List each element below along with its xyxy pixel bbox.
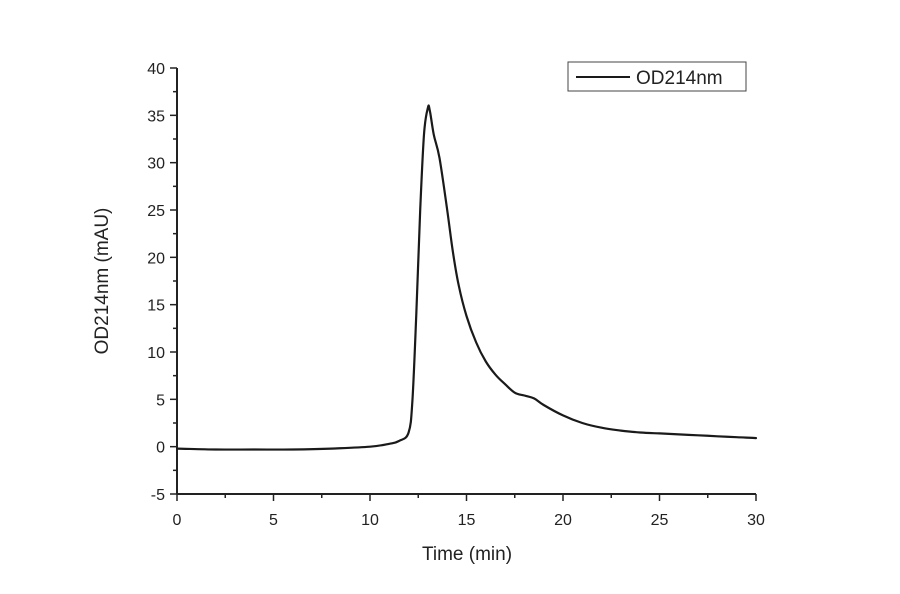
x-tick-label: 25 [651,512,669,529]
y-tick-label: 40 [147,61,165,78]
y-axis-title: OD214nm (mAU) [92,208,113,355]
y-tick-label: 15 [147,298,165,315]
tick-labels: -5 0 5 10 15 20 25 30 35 40 0 5 10 15 20 25 30 [147,61,765,529]
legend: OD214nm [567,61,747,92]
y-tick-label: 35 [147,108,165,125]
y-tick-label: 25 [147,203,165,220]
x-tick-label: 5 [269,512,278,529]
x-tick-label: 10 [361,512,379,529]
y-tick-label: 30 [147,156,165,173]
y-tick-label: 10 [147,345,165,362]
y-tick-label: -5 [151,487,165,504]
y-tick-label: 0 [156,440,165,457]
y-tick-label: 20 [147,250,165,267]
y-tick-label: 5 [156,392,165,409]
x-tick-label: 0 [173,512,182,529]
legend-label: OD214nm [636,68,723,89]
x-tick-label: 20 [554,512,572,529]
x-axis-title: Time (min) [422,544,512,565]
axes [170,67,757,501]
x-tick-label: 30 [747,512,765,529]
x-tick-label: 15 [458,512,476,529]
od214-series-line [175,104,758,451]
